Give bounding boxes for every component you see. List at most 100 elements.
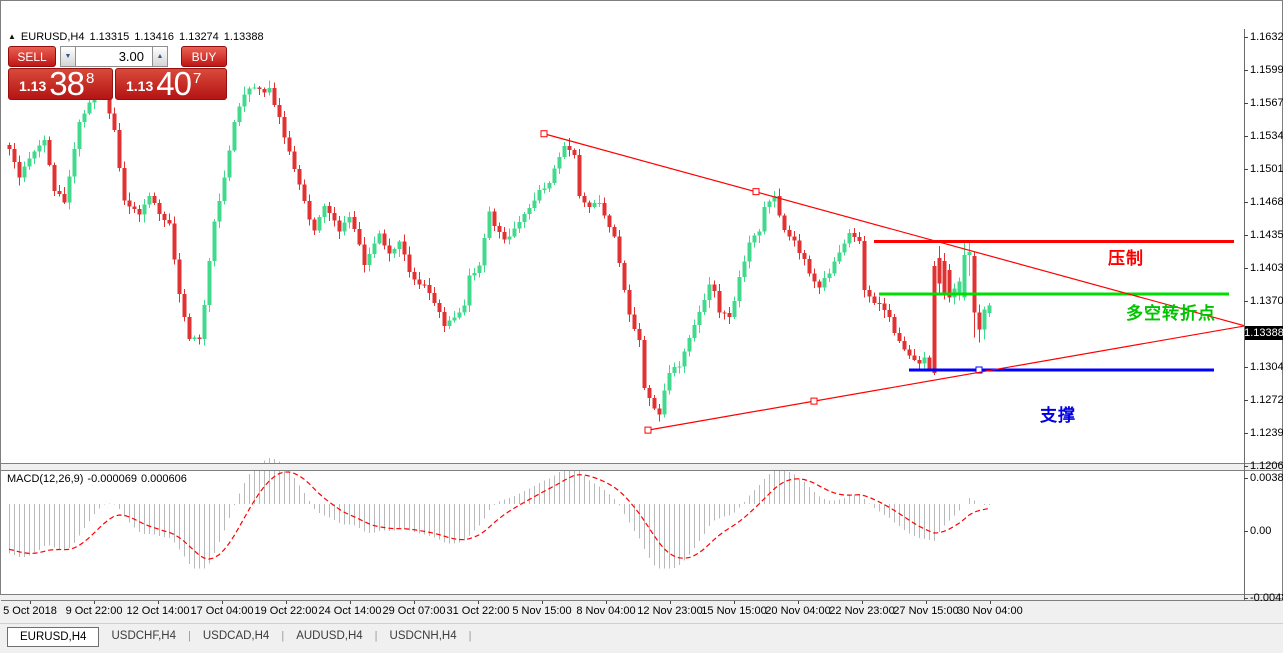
candlesticks — [7, 80, 992, 422]
price-chart[interactable] — [2, 2, 1244, 436]
macd-tick-mark — [1244, 597, 1248, 599]
macd-info-bar: MACD(12,26,9) -0.000069 0.000606 — [7, 473, 191, 485]
support-label: 支撑 — [1040, 406, 1076, 425]
time-tick-mark — [94, 601, 95, 604]
price-tick-label: 1.14030 — [1250, 262, 1283, 274]
price-tick-label: 1.15340 — [1250, 130, 1283, 143]
lot-decrease-button[interactable]: ▼ — [60, 46, 76, 67]
bar-open-value: 1.13315 — [89, 30, 130, 43]
time-tick-mark — [222, 601, 223, 604]
macd-tick-mark — [1244, 531, 1248, 532]
tab-usdcad-h4[interactable]: USDCAD,H4 — [202, 630, 270, 642]
time-tick-mark — [158, 601, 159, 604]
time-tick-mark — [990, 601, 991, 604]
price-tick-mark — [1244, 169, 1248, 171]
price-tick-mark — [1244, 202, 1248, 204]
sell-price-display[interactable]: 1.13 38 8 — [8, 64, 113, 102]
sell-price-pipette: 8 — [85, 70, 95, 87]
bar-low-value: 1.13274 — [179, 30, 219, 43]
price-tick-mark — [1244, 235, 1248, 237]
price-tick-label: 1.13700 — [1250, 295, 1283, 308]
chevron-down-icon: ▼ — [64, 53, 72, 60]
tab-separator: | — [188, 630, 191, 642]
time-tick-mark — [606, 601, 607, 604]
price-tick-label: 1.14685 — [1250, 196, 1283, 209]
time-tick-mark — [862, 601, 863, 604]
tab-usdcnh-h4[interactable]: USDCNH,H4 — [389, 630, 457, 642]
buy-price-pipette: 7 — [192, 70, 202, 87]
sell-button[interactable]: SELL — [8, 46, 56, 67]
price-tick-mark — [1244, 301, 1248, 303]
macd-signal-line — [8, 471, 990, 560]
current-price-tag: 1.13388 — [1244, 325, 1283, 340]
time-tick-label: 5 Oct 2018 — [3, 605, 57, 617]
support-anchor — [975, 366, 983, 374]
time-tick-mark — [670, 601, 671, 604]
time-tick-label: 22 Nov 23:00 — [829, 605, 895, 617]
sell-price-prefix: 1.13 — [19, 78, 47, 94]
time-tick-label: 27 Nov 15:00 — [893, 605, 959, 617]
time-tick-mark — [414, 601, 415, 604]
time-tick-label: 9 Oct 22:00 — [65, 605, 123, 617]
main-chart-bottom-border — [1, 463, 1282, 464]
buy-price-big-digits: 40 — [156, 64, 192, 102]
ascending-anchor — [810, 397, 818, 405]
price-tick-label: 1.16325 — [1250, 30, 1283, 43]
price-tick-label: 1.15995 — [1250, 64, 1283, 77]
price-tick-label: 1.13045 — [1250, 361, 1283, 374]
price-tick-mark — [1244, 136, 1248, 138]
buy-price-display[interactable]: 1.13 40 7 — [115, 64, 227, 102]
macd-main-value: -0.000069 — [87, 473, 137, 485]
price-tick-label: 1.14355 — [1250, 229, 1283, 242]
time-tick-label: 20 Nov 04:00 — [765, 605, 831, 617]
bar-close-value: 1.13388 — [223, 30, 264, 43]
price-tick-mark — [1244, 466, 1248, 468]
time-tick-label: 17 Oct 04:00 — [190, 605, 254, 617]
tab-separator: | — [281, 630, 285, 642]
time-tick-label: 29 Oct 07:00 — [382, 605, 446, 617]
horizontal-levels — [874, 240, 1234, 374]
panel-divider[interactable] — [1, 464, 1282, 470]
time-tick-mark — [30, 601, 31, 604]
tab-separator: | — [468, 630, 472, 642]
chart-symbol-label: EURUSD,H4 — [20, 30, 85, 43]
time-tick-label: 12 Nov 23:00 — [637, 605, 703, 617]
descending-trendline — [543, 133, 1244, 327]
price-tick-mark — [1244, 36, 1248, 38]
collapse-panel-icon[interactable]: ▲ — [8, 32, 16, 41]
resistance-label: 压制 — [1108, 249, 1144, 268]
time-tick-label: 30 Nov 04:00 — [957, 605, 1023, 617]
tab-usdchf-h4[interactable]: USDCHF,H4 — [111, 630, 177, 642]
time-tick-label: 8 Nov 04:00 — [576, 605, 636, 617]
time-tick-mark — [734, 601, 735, 604]
time-tick-label: 12 Oct 14:00 — [126, 605, 190, 617]
tab-separator: | — [374, 630, 378, 642]
macd-tick-label: 0.00 — [1250, 525, 1272, 537]
price-tick-label: 1.12720 — [1250, 393, 1283, 406]
time-tick-label: 31 Oct 22:00 — [446, 605, 510, 617]
macd-top-border — [1, 470, 1282, 471]
buy-button[interactable]: BUY — [181, 46, 227, 67]
lot-increase-button[interactable]: ▲ — [152, 46, 168, 67]
time-tick-label: 15 Nov 15:00 — [701, 605, 767, 617]
buy-price-prefix: 1.13 — [126, 78, 154, 94]
time-tick-mark — [350, 601, 351, 604]
macd-tick-label: -0.00485 — [1250, 591, 1283, 604]
price-axis-line — [1244, 29, 1245, 601]
time-tick-mark — [798, 601, 799, 604]
time-tick-mark — [286, 601, 287, 604]
ascending-trendline — [647, 325, 1244, 431]
sell-price-big-digits: 38 — [49, 64, 85, 102]
lot-size-input[interactable]: 3.00 — [76, 46, 152, 67]
macd-tick-label: 0.003847 — [1250, 471, 1283, 484]
time-tick-label: 19 Oct 22:00 — [254, 605, 318, 617]
descending-anchor — [540, 130, 548, 138]
tab-audusd-h4[interactable]: AUDUSD,H4 — [296, 630, 363, 642]
macd-indicator-name: MACD(12,26,9) — [7, 473, 84, 485]
price-tick-mark — [1244, 70, 1248, 72]
tab-eurusd-h4[interactable]: EURUSD,H4 — [7, 627, 100, 647]
chart-info-bar: ▲ EURUSD,H4 1.13315 1.13416 1.13274 1.13… — [8, 30, 264, 43]
macd-signal-value: 0.000606 — [140, 473, 187, 485]
